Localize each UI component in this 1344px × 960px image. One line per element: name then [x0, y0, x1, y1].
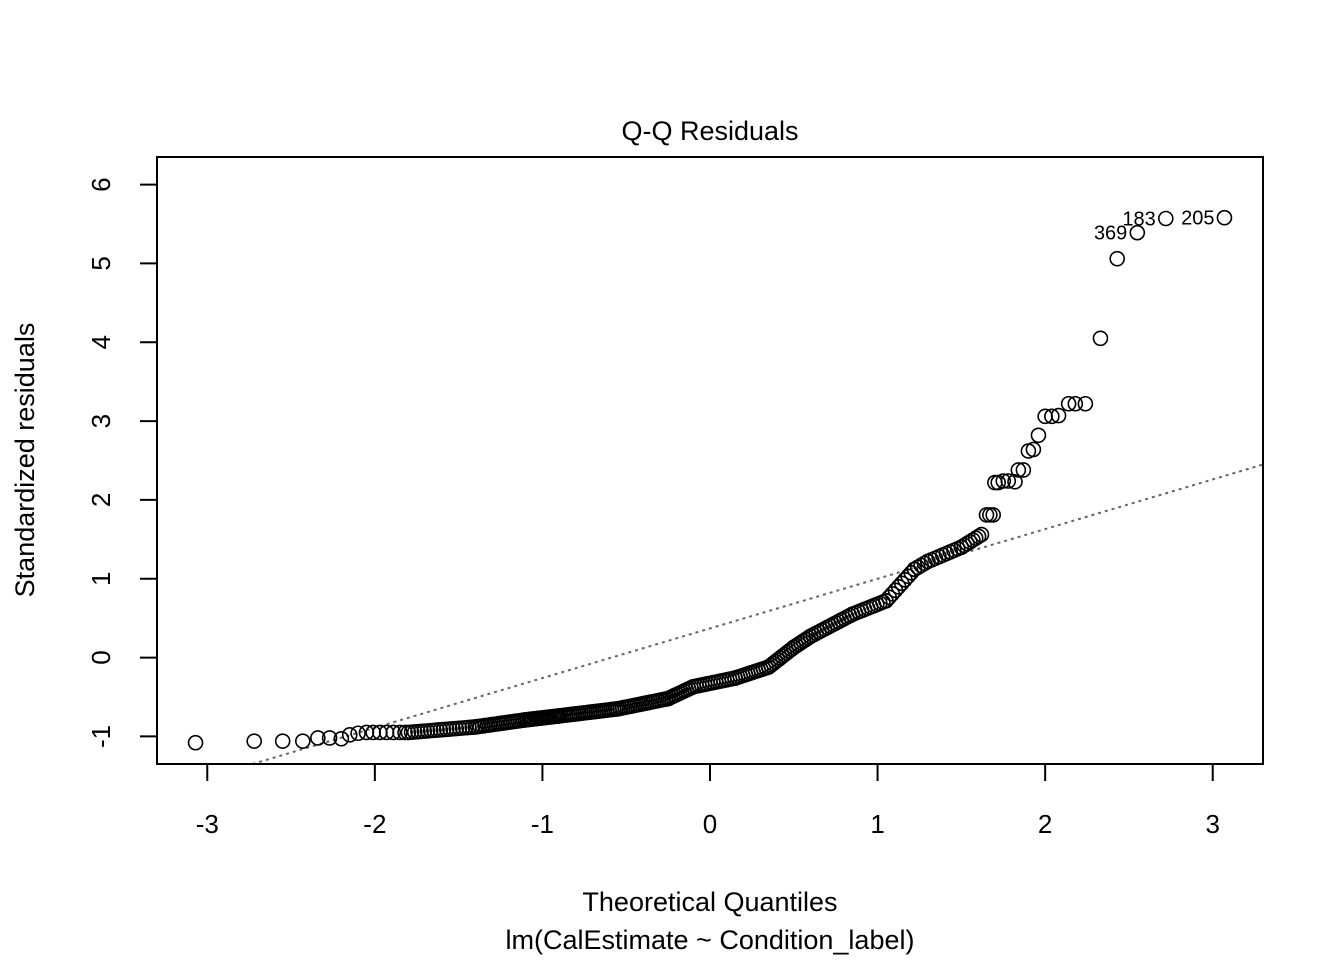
data-point [1050, 407, 1067, 424]
data-point [995, 473, 1012, 489]
data-point [341, 727, 358, 743]
y-axis-label: Standardized residuals [10, 323, 40, 598]
x-tick-label: 0 [703, 809, 717, 839]
data-point [985, 507, 1002, 523]
y-axis: -1 0 1 2 3 4 5 6 [86, 177, 158, 748]
data-points [187, 209, 1233, 751]
data-point [1216, 209, 1233, 226]
x-axis-label: Theoretical Quantiles [582, 887, 837, 917]
data-point [1067, 395, 1084, 412]
data-point [1000, 473, 1017, 489]
data-point [970, 528, 987, 545]
data-point [973, 526, 990, 543]
reference-line [252, 463, 1264, 765]
data-point [1109, 250, 1126, 267]
data-point [1158, 210, 1174, 227]
data-point [1010, 462, 1027, 478]
y-tick-label: 2 [86, 493, 116, 507]
x-axis-subtitle: lm(CalEstimate ~ Condition_label) [506, 925, 915, 955]
y-tick-label: 6 [86, 177, 116, 191]
data-point [1030, 427, 1047, 444]
qq-reference-line [252, 463, 1264, 765]
x-axis: -3 -2 -1 0 1 2 3 [196, 763, 1220, 839]
point-label: 205 [1181, 208, 1214, 230]
data-point [350, 725, 366, 742]
data-point [1077, 395, 1094, 412]
data-point [294, 733, 311, 749]
point-label: 183 [1122, 208, 1155, 230]
x-tick-label: 3 [1205, 809, 1219, 839]
data-point [397, 724, 413, 741]
data-point [310, 730, 326, 746]
data-point [392, 724, 408, 741]
data-point [1007, 473, 1023, 490]
x-tick-label: -3 [196, 809, 219, 839]
data-point [187, 734, 204, 751]
y-tick-label: 0 [86, 650, 116, 664]
chart-title: Q-Q Residuals [621, 116, 798, 146]
data-point [1060, 395, 1077, 412]
y-tick-label: 5 [86, 256, 116, 270]
data-point [1015, 462, 1032, 478]
x-tick-label: 2 [1038, 809, 1052, 839]
y-tick-label: 3 [86, 414, 116, 428]
data-point [1129, 224, 1146, 241]
x-tick-label: -1 [531, 809, 554, 839]
y-tick-label: -1 [86, 725, 116, 748]
data-point [321, 730, 338, 746]
plot-frame [156, 156, 1264, 765]
y-tick-label: 1 [86, 572, 116, 586]
x-tick-label: -2 [363, 809, 386, 839]
data-point [333, 730, 350, 747]
data-point [982, 507, 998, 523]
data-point [1092, 330, 1109, 347]
data-point [1044, 408, 1060, 425]
y-tick-label: 4 [86, 335, 116, 349]
data-point [1025, 441, 1042, 458]
point-label: 369 [1094, 223, 1127, 245]
data-point [385, 724, 402, 741]
data-point [274, 733, 291, 749]
data-point [246, 733, 262, 749]
x-tick-label: 1 [870, 809, 884, 839]
